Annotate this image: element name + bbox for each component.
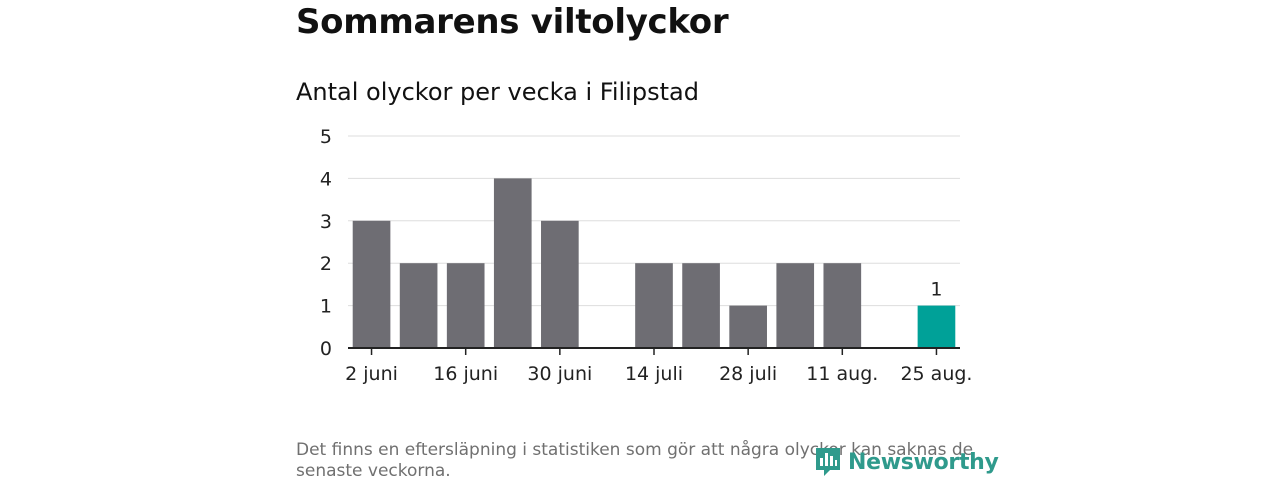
- y-tick-label: 1: [320, 296, 332, 318]
- bar: [493, 178, 532, 348]
- bar: [635, 263, 673, 348]
- bar: [682, 263, 720, 348]
- y-tick-label: 2: [320, 253, 332, 275]
- bar-chart: 0 1 2 3 4 5 1 2 juni 16 juni 30 juni 14 juli 28 jul…: [320, 126, 973, 385]
- bar: [446, 263, 485, 348]
- x-tick-label: 30 juni: [527, 363, 592, 385]
- x-tick-label: 2 juni: [345, 363, 398, 385]
- x-tick-label: 16 juni: [433, 363, 498, 385]
- bar: [541, 220, 579, 348]
- x-tick-label: 11 aug.: [806, 363, 878, 385]
- x-tick-label: 28 juli: [719, 363, 777, 385]
- y-tick-label: 3: [320, 211, 332, 233]
- x-tick-label: 25 aug.: [900, 363, 972, 385]
- page-title: Sommarens viltolyckor: [296, 2, 729, 42]
- brand-name: Newsworthy: [848, 449, 999, 475]
- chart-title: Antal olyckor per vecka i Filipstad: [296, 78, 699, 106]
- y-tick-label: 0: [320, 338, 332, 360]
- bar: [399, 263, 438, 348]
- bar: [776, 263, 815, 348]
- chart-card: Sommarens viltolyckor Antal olyckor per …: [296, 0, 999, 481]
- bar-highlight: [917, 305, 956, 348]
- bar: [352, 220, 391, 348]
- data-label: 1: [930, 279, 942, 301]
- brand-logo: Newsworthy: [814, 446, 999, 478]
- newsworthy-logo-icon: [816, 448, 840, 476]
- y-tick-label: 5: [320, 126, 332, 148]
- bar: [823, 263, 862, 348]
- bar: [729, 305, 767, 348]
- y-tick-label: 4: [320, 168, 332, 190]
- footnote: Det finns en eftersläpning i statistiken…: [296, 440, 974, 481]
- x-tick-label: 14 juli: [625, 363, 683, 385]
